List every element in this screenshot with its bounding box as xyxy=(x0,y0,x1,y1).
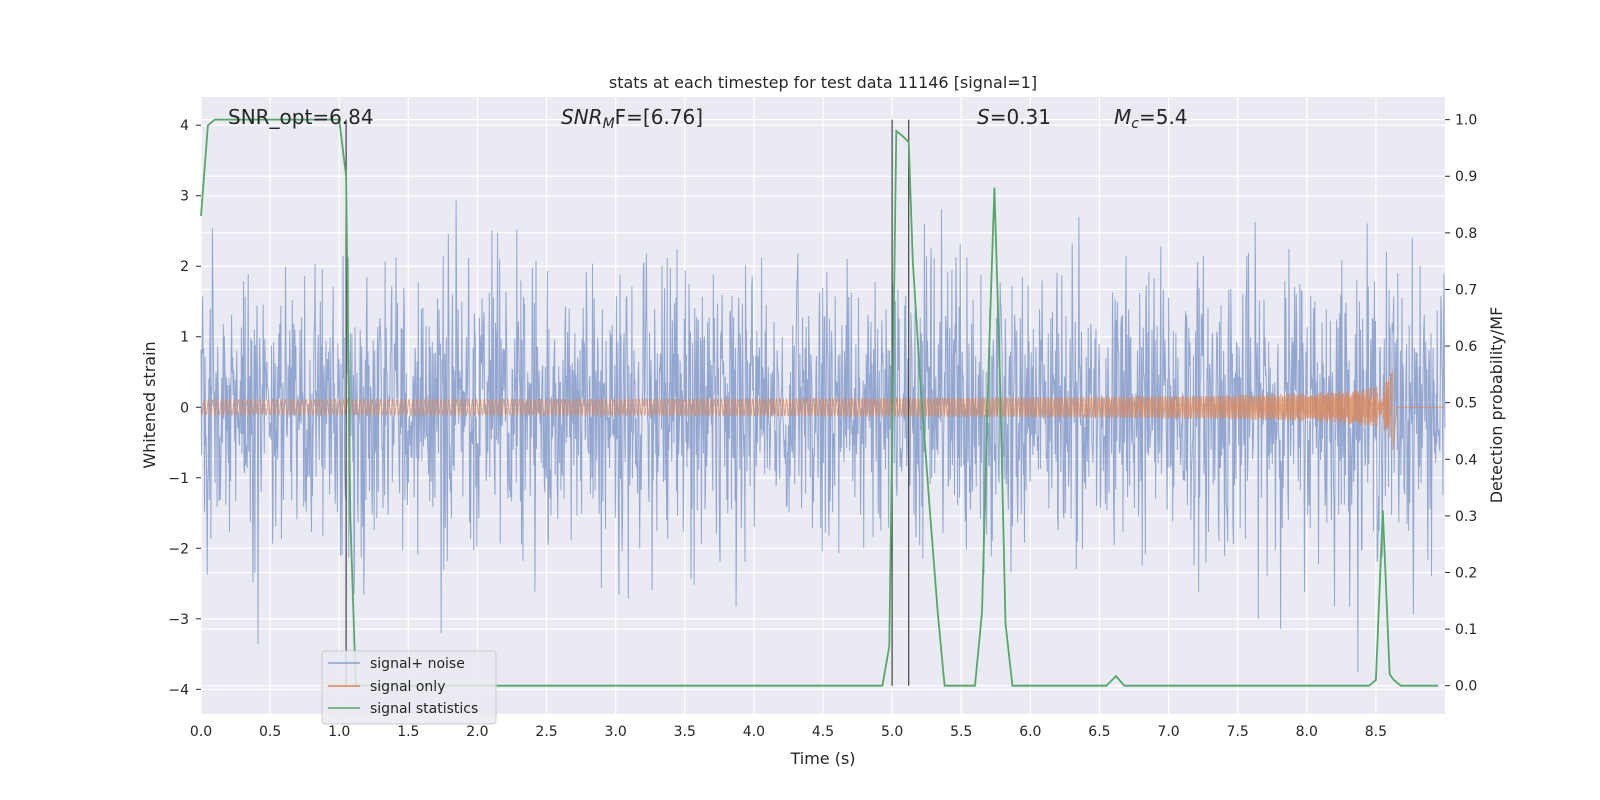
x-axis-title: Time (s) xyxy=(789,749,855,768)
legend: signal+ noise signal only signal statist… xyxy=(321,650,497,725)
legend-box xyxy=(321,650,497,725)
legend-label-signal: signal only xyxy=(370,679,445,695)
annotation-mc-sub: c xyxy=(1131,116,1139,132)
left-y-tick-label: 3 xyxy=(180,189,189,205)
left-y-tick-label: 0 xyxy=(180,400,189,416)
left-y-tick-label: 4 xyxy=(180,118,189,134)
y-axis-title-right: Detection probability/MF xyxy=(1487,307,1506,504)
right-y-tick-label: 0.0 xyxy=(1455,679,1477,695)
stat-trace xyxy=(200,118,1439,687)
x-tick-label: 6.5 xyxy=(1088,724,1110,740)
right-y-tick-label: 0.7 xyxy=(1455,282,1477,298)
noise-trace xyxy=(200,200,1446,673)
stat-series-layer xyxy=(200,118,1439,687)
annotation-snr-mf-sub: M xyxy=(603,116,615,132)
x-tick-label: 1.0 xyxy=(328,724,350,740)
y-axis-title-left: Whitened strain xyxy=(140,341,159,468)
x-tick-label: 3.0 xyxy=(605,724,627,740)
x-tick-label: 5.5 xyxy=(950,724,972,740)
annotation-mc-rest: =5.4 xyxy=(1139,105,1188,129)
legend-label-stat: signal statistics xyxy=(370,701,478,717)
right-y-tick-label: 0.5 xyxy=(1455,396,1477,412)
left-y-tick-label: −3 xyxy=(168,612,189,628)
x-tick-label: 7.0 xyxy=(1157,724,1179,740)
x-tick-label: 8.0 xyxy=(1296,724,1318,740)
x-tick-label: 0.0 xyxy=(190,724,212,740)
annotation-s: S=0.31 xyxy=(977,105,1051,129)
x-tick-label: 2.5 xyxy=(535,724,557,740)
left-y-tick-label: 2 xyxy=(180,259,189,275)
x-tick-label: 7.5 xyxy=(1227,724,1249,740)
annotation-mc-main: M xyxy=(1114,105,1131,129)
right-y-tick-label: 0.3 xyxy=(1455,509,1477,525)
left-y-tick-label: −4 xyxy=(168,682,189,698)
chart-title: stats at each timestep for test data 111… xyxy=(609,73,1037,92)
x-tick-label: 2.0 xyxy=(466,724,488,740)
left-y-tick-label: −2 xyxy=(168,541,189,557)
annotation-mc: Mc=5.4 xyxy=(1114,105,1188,132)
signal-trace xyxy=(200,369,1445,451)
right-y-tick-label: 0.8 xyxy=(1455,226,1477,242)
annotation-snr-mf-rest: F=[6.76] xyxy=(615,105,703,129)
legend-label-noise: signal+ noise xyxy=(370,656,465,672)
x-tick-label: 6.0 xyxy=(1019,724,1041,740)
annotation-snr-mf: SNRMF=[6.76] xyxy=(561,105,703,132)
right-y-tick-label: 0.6 xyxy=(1455,339,1477,355)
annotation-s-rest: =0.31 xyxy=(990,105,1051,129)
tick-layer: 0.0 0.5 1.0 1.5 2.0 2.5 3.0 3.5 4.0 4.5 5.0 5.5 6.0 6… xyxy=(168,113,1477,740)
x-tick-label: 8.5 xyxy=(1365,724,1387,740)
right-y-tick-label: 0.1 xyxy=(1455,622,1477,638)
left-y-tick-label: 1 xyxy=(180,330,189,346)
right-y-tick-label: 0.2 xyxy=(1455,565,1477,581)
noise-series-layer xyxy=(200,200,1446,673)
annotation-snr-opt: SNR_opt=6.84 xyxy=(228,105,374,129)
right-y-tick-label: 0.4 xyxy=(1455,452,1477,468)
x-tick-label: 0.5 xyxy=(259,724,281,740)
left-y-tick-label: −1 xyxy=(168,471,189,487)
annotation-s-main: S xyxy=(977,105,990,129)
x-tick-label: 4.0 xyxy=(743,724,765,740)
x-tick-label: 3.5 xyxy=(674,724,696,740)
signal-series-layer xyxy=(200,369,1445,451)
x-tick-label: 5.0 xyxy=(881,724,903,740)
right-y-tick-label: 1.0 xyxy=(1455,113,1477,129)
right-y-tick-label: 0.9 xyxy=(1455,169,1477,185)
x-tick-label: 1.5 xyxy=(397,724,419,740)
x-tick-label: 4.5 xyxy=(812,724,834,740)
annotation-snr-mf-main: SNR xyxy=(561,105,603,129)
